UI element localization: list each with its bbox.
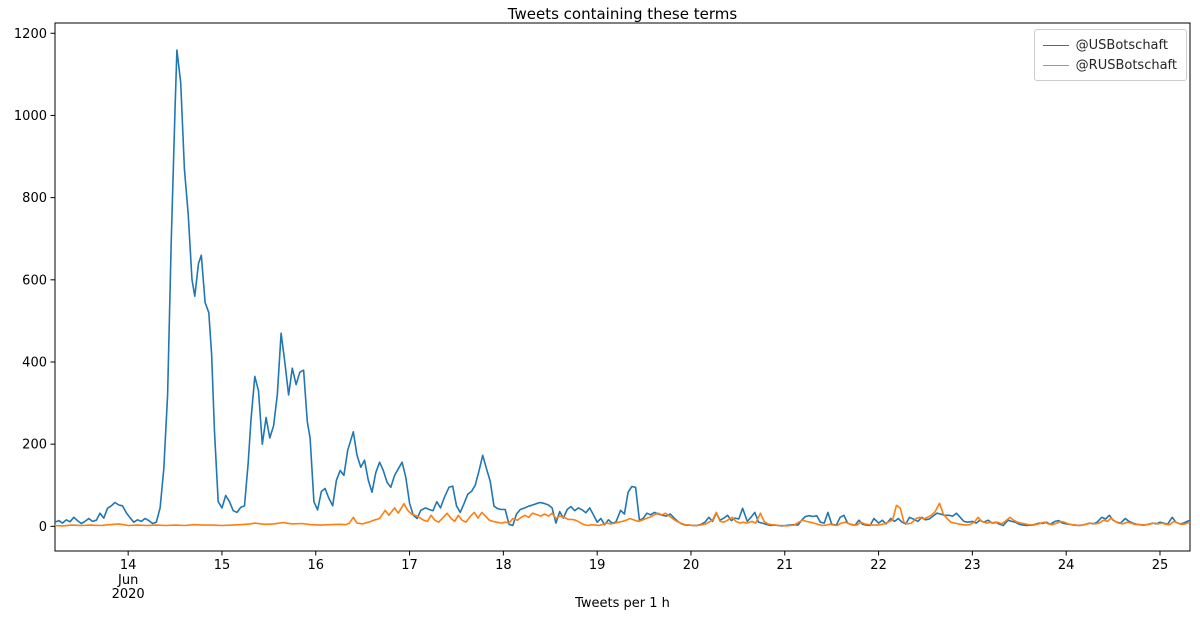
y-tick-label: 400 (22, 355, 47, 370)
x-tick-label: 18 (495, 558, 512, 573)
y-tick-label: 1200 (14, 27, 47, 42)
legend: @USBotschaft @RUSBotschaft (1033, 29, 1187, 81)
x-tick-label: 21 (777, 558, 794, 573)
x-tick-label: 14 (120, 558, 137, 573)
x-tick-label: 20 (683, 558, 700, 573)
x-tick-label: 17 (401, 558, 418, 573)
legend-label: @USBotschaft (1075, 37, 1168, 53)
chart-title: Tweets containing these terms (507, 5, 738, 23)
x-tick-sublabel: Jun (117, 573, 138, 588)
x-tick-label: 15 (214, 558, 231, 573)
x-tick-label: 19 (589, 558, 606, 573)
series-line-rusbotschaft (55, 502, 1190, 527)
series-line-usbotschaft (55, 49, 1190, 527)
y-tick-label: 0 (39, 520, 47, 535)
legend-item-usbotschaft: @USBotschaft (1042, 35, 1177, 55)
y-axis: 0 200 400 600 800 1000 1200 (14, 27, 55, 535)
x-tick-label: 16 (307, 558, 324, 573)
x-tick-label: 24 (1058, 558, 1075, 573)
y-tick-label: 200 (22, 438, 47, 453)
x-tick-label: 22 (870, 558, 887, 573)
x-tick-sublabel: 2020 (112, 587, 145, 602)
y-tick-label: 600 (22, 273, 47, 288)
axes-spines (54, 22, 1191, 552)
x-tick-label: 25 (1152, 558, 1169, 573)
x-tick-label: 23 (964, 558, 981, 573)
x-axis-label: Tweets per 1 h (575, 596, 670, 611)
legend-item-rusbotschaft: @RUSBotschaft (1042, 55, 1177, 75)
y-tick-label: 800 (22, 191, 47, 206)
legend-line-icon (1042, 44, 1069, 46)
legend-label: @RUSBotschaft (1075, 57, 1177, 73)
y-tick-label: 1000 (14, 109, 47, 124)
legend-line-icon (1042, 64, 1069, 66)
